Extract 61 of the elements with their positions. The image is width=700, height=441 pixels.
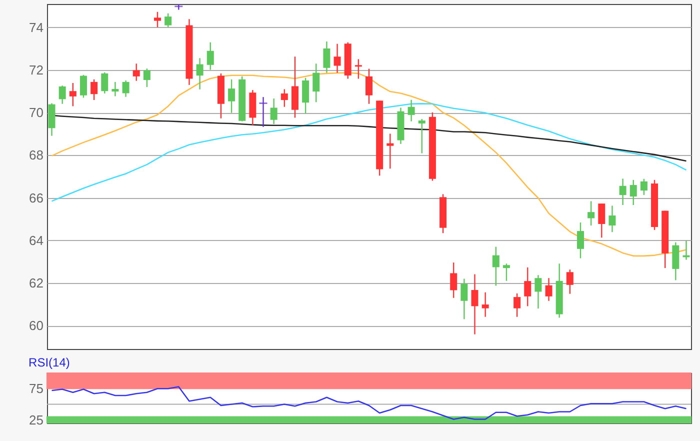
- candlestick: [154, 11, 162, 28]
- candlestick: [259, 96, 268, 128]
- candlestick: [471, 274, 478, 335]
- candlestick: [69, 82, 76, 107]
- candlestick: [576, 222, 584, 259]
- chart-title: RSI(14): [28, 356, 70, 370]
- candlestick: [534, 274, 542, 310]
- y-tick-label: 68: [29, 148, 44, 163]
- candlestick: [112, 81, 119, 97]
- candlestick: [80, 74, 87, 98]
- candlestick: [386, 133, 394, 170]
- candlestick: [545, 277, 552, 302]
- candlestick: [48, 102, 56, 136]
- candlestick: [174, 3, 183, 10]
- candlestick: [101, 72, 108, 94]
- y-tick-label: 70: [29, 105, 44, 120]
- candlestick: [502, 263, 510, 282]
- candlestick: [58, 84, 66, 104]
- candlestick: [492, 246, 500, 286]
- y-tick-label: 66: [29, 190, 44, 206]
- y-tick-label: 72: [29, 62, 44, 78]
- candlestick: [143, 68, 150, 88]
- candlestick: [418, 118, 426, 154]
- candlestick: [366, 68, 372, 104]
- candlestick: [312, 63, 320, 103]
- candlestick: [672, 242, 680, 281]
- candlestick: [302, 77, 310, 114]
- candlestick: [588, 200, 595, 226]
- candlestick: [598, 202, 606, 238]
- y-tick-label: 25: [29, 412, 44, 428]
- candlestick: [122, 80, 130, 98]
- candlestick: [408, 99, 415, 122]
- y-tick-label: 75: [29, 381, 44, 396]
- candlestick: [482, 292, 489, 318]
- candlestick: [460, 278, 468, 320]
- candlestick: [608, 205, 616, 233]
- candlestick: [280, 88, 288, 108]
- y-tick-label: 62: [29, 275, 44, 290]
- candlestick: [619, 178, 626, 206]
- candlestick: [291, 56, 298, 118]
- candlestick: [524, 266, 532, 307]
- candlestick: [196, 57, 204, 90]
- candlestick: [323, 40, 330, 74]
- y-tick-label: 60: [29, 318, 44, 334]
- candlestick: [90, 78, 98, 101]
- candlestick: [228, 78, 236, 114]
- candlestick: [270, 98, 278, 125]
- candlestick: [630, 179, 637, 206]
- candlestick: [334, 43, 341, 74]
- candlestick: [450, 262, 458, 298]
- candlestick: [640, 178, 648, 196]
- candlestick: [354, 58, 362, 80]
- candlestick: [132, 63, 140, 82]
- candlestick: [514, 292, 521, 318]
- candlestick: [206, 42, 214, 70]
- candlestick: [164, 12, 172, 28]
- candlestick: [566, 268, 574, 294]
- line-series: [51, 386, 687, 420]
- y-tick-label: 64: [29, 232, 44, 248]
- y-tick-label: 74: [29, 20, 44, 35]
- line-series: [51, 103, 687, 202]
